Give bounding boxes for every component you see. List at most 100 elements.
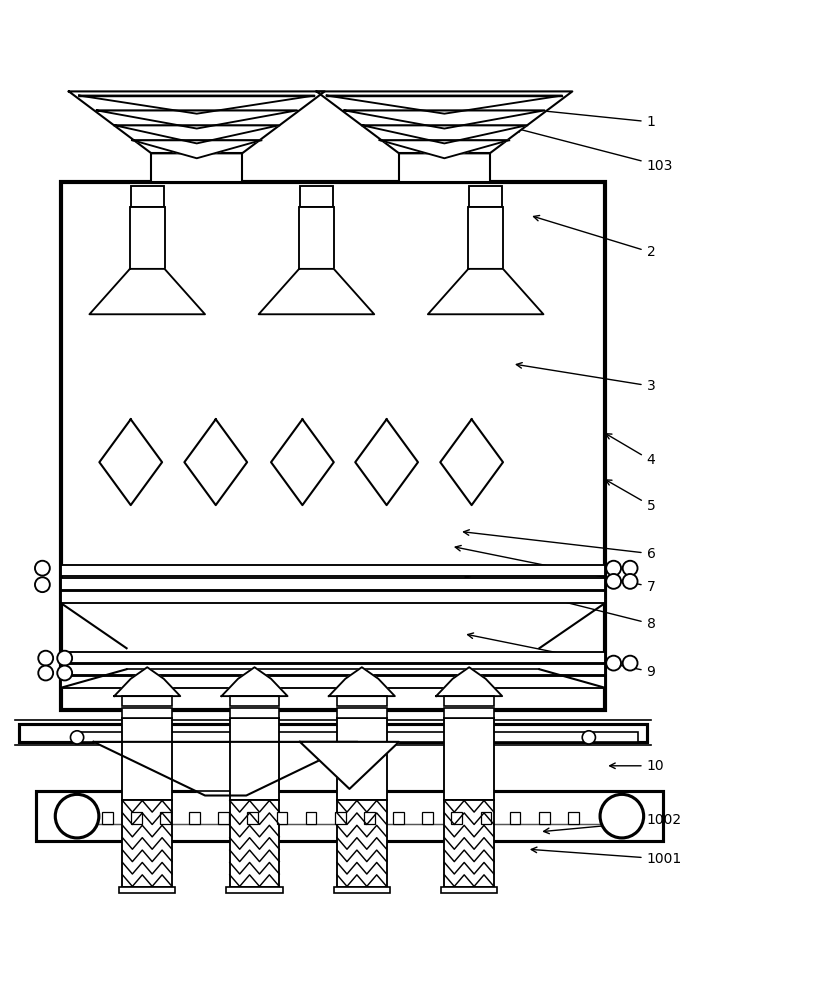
Bar xyxy=(509,812,520,824)
Bar xyxy=(337,708,386,718)
Text: 1002: 1002 xyxy=(543,813,681,834)
Circle shape xyxy=(35,561,50,576)
Bar xyxy=(335,812,346,824)
Circle shape xyxy=(57,651,72,666)
Text: 7: 7 xyxy=(455,545,656,594)
Polygon shape xyxy=(100,419,162,505)
Text: 8: 8 xyxy=(465,576,656,631)
Bar xyxy=(470,186,502,207)
Circle shape xyxy=(606,561,621,576)
Text: 4: 4 xyxy=(606,434,656,467)
Bar xyxy=(131,812,142,824)
Bar xyxy=(445,718,494,800)
Circle shape xyxy=(38,651,53,666)
Bar xyxy=(422,812,433,824)
Bar xyxy=(248,812,258,824)
Bar xyxy=(122,800,172,887)
Bar xyxy=(337,800,386,887)
Polygon shape xyxy=(362,125,527,143)
Bar xyxy=(151,153,242,182)
Circle shape xyxy=(35,577,50,592)
Polygon shape xyxy=(222,667,288,696)
Bar xyxy=(451,812,462,824)
Polygon shape xyxy=(115,125,279,143)
Text: 1001: 1001 xyxy=(531,847,682,866)
Polygon shape xyxy=(258,269,374,314)
Polygon shape xyxy=(271,419,334,505)
Bar xyxy=(122,708,172,718)
Bar xyxy=(364,812,375,824)
Polygon shape xyxy=(132,140,262,158)
Bar xyxy=(230,718,279,800)
Circle shape xyxy=(71,731,84,744)
Polygon shape xyxy=(317,91,573,153)
Text: 6: 6 xyxy=(464,530,656,561)
Bar xyxy=(61,652,605,663)
Bar xyxy=(230,708,279,718)
Bar xyxy=(469,207,503,269)
Polygon shape xyxy=(69,91,325,153)
Bar xyxy=(334,887,390,893)
Bar xyxy=(538,812,549,824)
Bar xyxy=(568,812,578,824)
Bar xyxy=(102,812,112,824)
Bar xyxy=(480,812,491,824)
Bar xyxy=(393,812,404,824)
Text: 9: 9 xyxy=(468,633,656,679)
Bar xyxy=(277,812,288,824)
Polygon shape xyxy=(428,269,543,314)
Polygon shape xyxy=(327,96,562,114)
Bar xyxy=(230,800,279,887)
Bar xyxy=(61,578,605,590)
Bar xyxy=(219,812,229,824)
Polygon shape xyxy=(355,419,418,505)
Text: 5: 5 xyxy=(606,480,656,513)
Circle shape xyxy=(622,561,637,576)
Bar xyxy=(122,718,172,800)
Bar xyxy=(230,696,279,706)
Bar xyxy=(299,207,334,269)
Circle shape xyxy=(38,666,53,680)
Bar xyxy=(122,696,172,706)
Bar xyxy=(61,591,605,603)
Circle shape xyxy=(606,574,621,589)
Polygon shape xyxy=(114,667,180,696)
Text: 1: 1 xyxy=(494,104,656,129)
Circle shape xyxy=(57,666,72,680)
Circle shape xyxy=(622,574,637,589)
Circle shape xyxy=(56,794,99,838)
Bar xyxy=(441,887,497,893)
Bar xyxy=(61,182,605,710)
Circle shape xyxy=(583,731,596,744)
Bar xyxy=(160,812,171,824)
Circle shape xyxy=(622,656,637,671)
Bar xyxy=(61,565,605,576)
Text: 10: 10 xyxy=(610,759,664,773)
Text: 103: 103 xyxy=(514,127,673,173)
Polygon shape xyxy=(90,269,205,314)
Bar xyxy=(445,708,494,718)
Bar xyxy=(337,696,386,706)
Text: 3: 3 xyxy=(516,363,656,393)
Circle shape xyxy=(606,656,621,671)
Bar xyxy=(399,153,489,182)
Bar xyxy=(130,186,164,207)
Polygon shape xyxy=(440,419,503,505)
Bar xyxy=(77,732,638,742)
Polygon shape xyxy=(300,742,399,789)
Bar xyxy=(36,791,663,841)
Polygon shape xyxy=(380,140,509,158)
Bar xyxy=(130,207,165,269)
Polygon shape xyxy=(184,419,247,505)
Bar xyxy=(445,800,494,887)
Bar xyxy=(189,812,200,824)
Bar xyxy=(300,186,333,207)
Polygon shape xyxy=(94,742,357,796)
Bar xyxy=(337,718,386,800)
Polygon shape xyxy=(96,110,297,129)
Bar xyxy=(306,812,317,824)
Polygon shape xyxy=(436,667,502,696)
Text: 2: 2 xyxy=(534,215,656,259)
Polygon shape xyxy=(79,96,314,114)
Polygon shape xyxy=(329,667,395,696)
